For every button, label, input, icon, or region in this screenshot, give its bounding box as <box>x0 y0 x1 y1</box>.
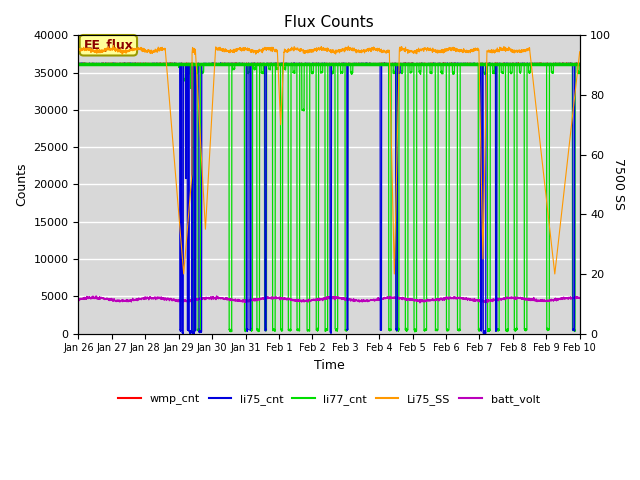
Title: Flux Counts: Flux Counts <box>284 15 374 30</box>
Y-axis label: 7500 SS: 7500 SS <box>612 158 625 210</box>
Y-axis label: Counts: Counts <box>15 163 28 206</box>
Legend: wmp_cnt, li75_cnt, li77_cnt, Li75_SS, batt_volt: wmp_cnt, li75_cnt, li77_cnt, Li75_SS, ba… <box>114 390 544 409</box>
X-axis label: Time: Time <box>314 359 344 372</box>
Text: EE_flux: EE_flux <box>83 39 133 52</box>
